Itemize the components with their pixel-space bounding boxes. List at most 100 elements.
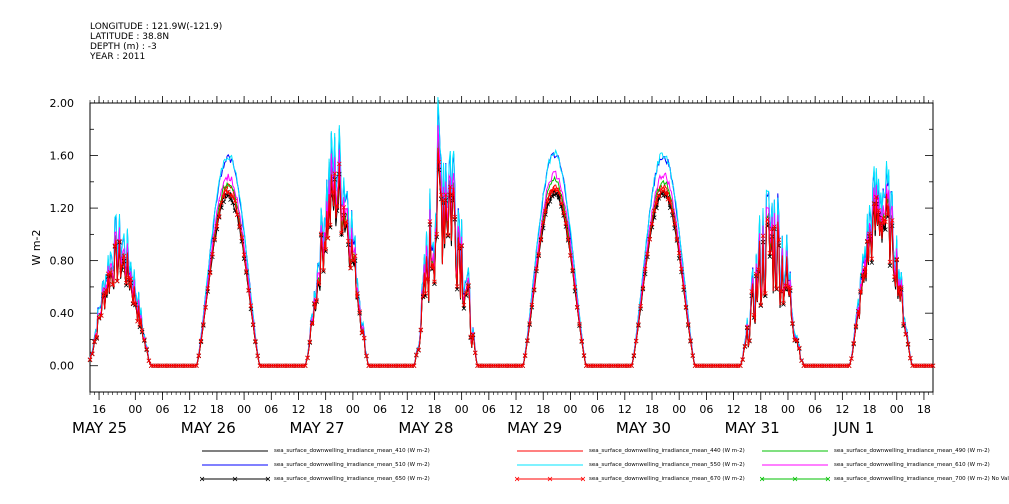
series-marker bbox=[201, 322, 206, 327]
metadata-header: LONGITUDE : 121.9W(-121.9) LATITUDE : 38… bbox=[90, 22, 222, 62]
series-marker bbox=[225, 189, 231, 195]
series-marker bbox=[563, 221, 569, 226]
series-marker bbox=[747, 338, 752, 343]
series-marker bbox=[871, 201, 877, 207]
series-marker bbox=[108, 270, 113, 275]
series-marker bbox=[241, 252, 247, 258]
y-tick-label: 1.20 bbox=[50, 202, 75, 215]
legend-label: sea_surface_downwelling_irradiance_mean_… bbox=[274, 448, 430, 454]
series-marker bbox=[418, 327, 424, 333]
y-tick-label: 0.80 bbox=[50, 255, 75, 268]
series-marker bbox=[681, 284, 687, 290]
x-date-label: JUN 1 bbox=[832, 419, 874, 437]
series-marker bbox=[117, 238, 122, 244]
x-tick-label: 18 bbox=[754, 403, 768, 416]
series-marker bbox=[221, 194, 226, 200]
series-marker bbox=[889, 218, 895, 223]
x-tick-label: 00 bbox=[237, 403, 251, 416]
series-marker bbox=[343, 219, 349, 225]
series-marker bbox=[323, 247, 328, 252]
series-marker bbox=[432, 279, 437, 285]
series-marker bbox=[772, 224, 777, 229]
legend-item: sea_surface_downwelling_irradiance_mean_… bbox=[760, 460, 990, 470]
legend-swatch bbox=[515, 476, 585, 482]
legend-item: sea_surface_downwelling_irradiance_mean_… bbox=[200, 474, 430, 484]
x-tick-label: 06 bbox=[591, 403, 605, 416]
series-marker bbox=[87, 357, 93, 362]
series-marker bbox=[448, 184, 453, 190]
series-marker bbox=[894, 256, 900, 262]
series-marker bbox=[327, 222, 333, 228]
series-marker bbox=[123, 280, 129, 286]
series-marker bbox=[688, 338, 693, 343]
series-marker bbox=[463, 291, 469, 296]
series-marker bbox=[355, 291, 360, 296]
legend-swatch bbox=[202, 464, 268, 466]
series-marker bbox=[466, 282, 471, 288]
series-marker bbox=[887, 263, 893, 268]
series-marker bbox=[416, 347, 421, 353]
series-marker bbox=[758, 303, 764, 309]
series-marker bbox=[336, 161, 342, 167]
series-marker bbox=[876, 208, 881, 213]
x-date-label: MAY 28 bbox=[398, 419, 453, 437]
series-marker bbox=[763, 291, 768, 296]
series-marker bbox=[579, 338, 585, 344]
series-marker bbox=[753, 271, 759, 277]
series-marker bbox=[858, 288, 863, 294]
series-marker bbox=[663, 191, 668, 197]
series-marker bbox=[341, 205, 347, 210]
series-marker bbox=[411, 363, 417, 369]
series-marker bbox=[429, 265, 435, 271]
series-marker bbox=[146, 358, 152, 363]
x-tick-label: 06 bbox=[699, 403, 713, 416]
series-marker bbox=[799, 358, 804, 363]
series-marker bbox=[219, 200, 224, 205]
series-marker bbox=[436, 159, 442, 165]
series-marker bbox=[214, 224, 220, 229]
series-marker bbox=[572, 284, 578, 290]
legend-item: sea_surface_downwelling_irradiance_mean_… bbox=[760, 446, 990, 456]
legend-swatch bbox=[202, 450, 268, 452]
x-tick-label: 18 bbox=[863, 403, 877, 416]
legend-label: sea_surface_downwelling_irradiance_mean_… bbox=[589, 476, 745, 482]
x-date-label: MAY 30 bbox=[616, 419, 671, 437]
legend-label: sea_surface_downwelling_irradiance_mean_… bbox=[274, 476, 430, 482]
series-marker bbox=[930, 363, 936, 369]
series-marker bbox=[139, 328, 145, 333]
series-marker bbox=[470, 332, 476, 337]
series-marker bbox=[892, 274, 897, 279]
series-marker bbox=[629, 363, 634, 369]
series-marker bbox=[89, 351, 95, 356]
legend-swatch bbox=[762, 450, 828, 452]
series-marker bbox=[196, 353, 202, 358]
longitude-label: LONGITUDE : 121.9W(-121.9) bbox=[90, 22, 223, 32]
x-tick-label: 18 bbox=[536, 403, 550, 416]
series-marker bbox=[357, 309, 362, 314]
series-marker bbox=[878, 220, 884, 225]
series-marker bbox=[756, 267, 761, 272]
series-marker bbox=[450, 192, 455, 197]
series-marker bbox=[742, 343, 748, 349]
x-tick-label: 06 bbox=[264, 403, 278, 416]
series-marker bbox=[522, 353, 528, 358]
series-marker bbox=[110, 282, 115, 287]
series-marker bbox=[638, 303, 643, 309]
series-marker bbox=[316, 280, 322, 285]
series-marker bbox=[778, 288, 784, 294]
series-marker bbox=[525, 338, 530, 343]
x-tick-label: 18 bbox=[645, 403, 659, 416]
x-tick-label: 00 bbox=[563, 403, 577, 416]
series-marker bbox=[781, 300, 786, 306]
series-line bbox=[89, 152, 933, 367]
x-tick-label: 12 bbox=[727, 403, 741, 416]
series-marker bbox=[636, 322, 641, 327]
series-marker bbox=[679, 266, 684, 272]
series-marker bbox=[314, 298, 319, 303]
series-marker bbox=[235, 212, 240, 218]
series-marker bbox=[318, 231, 324, 237]
series-marker bbox=[361, 335, 367, 341]
series-marker bbox=[561, 210, 566, 216]
series-marker bbox=[194, 363, 199, 369]
